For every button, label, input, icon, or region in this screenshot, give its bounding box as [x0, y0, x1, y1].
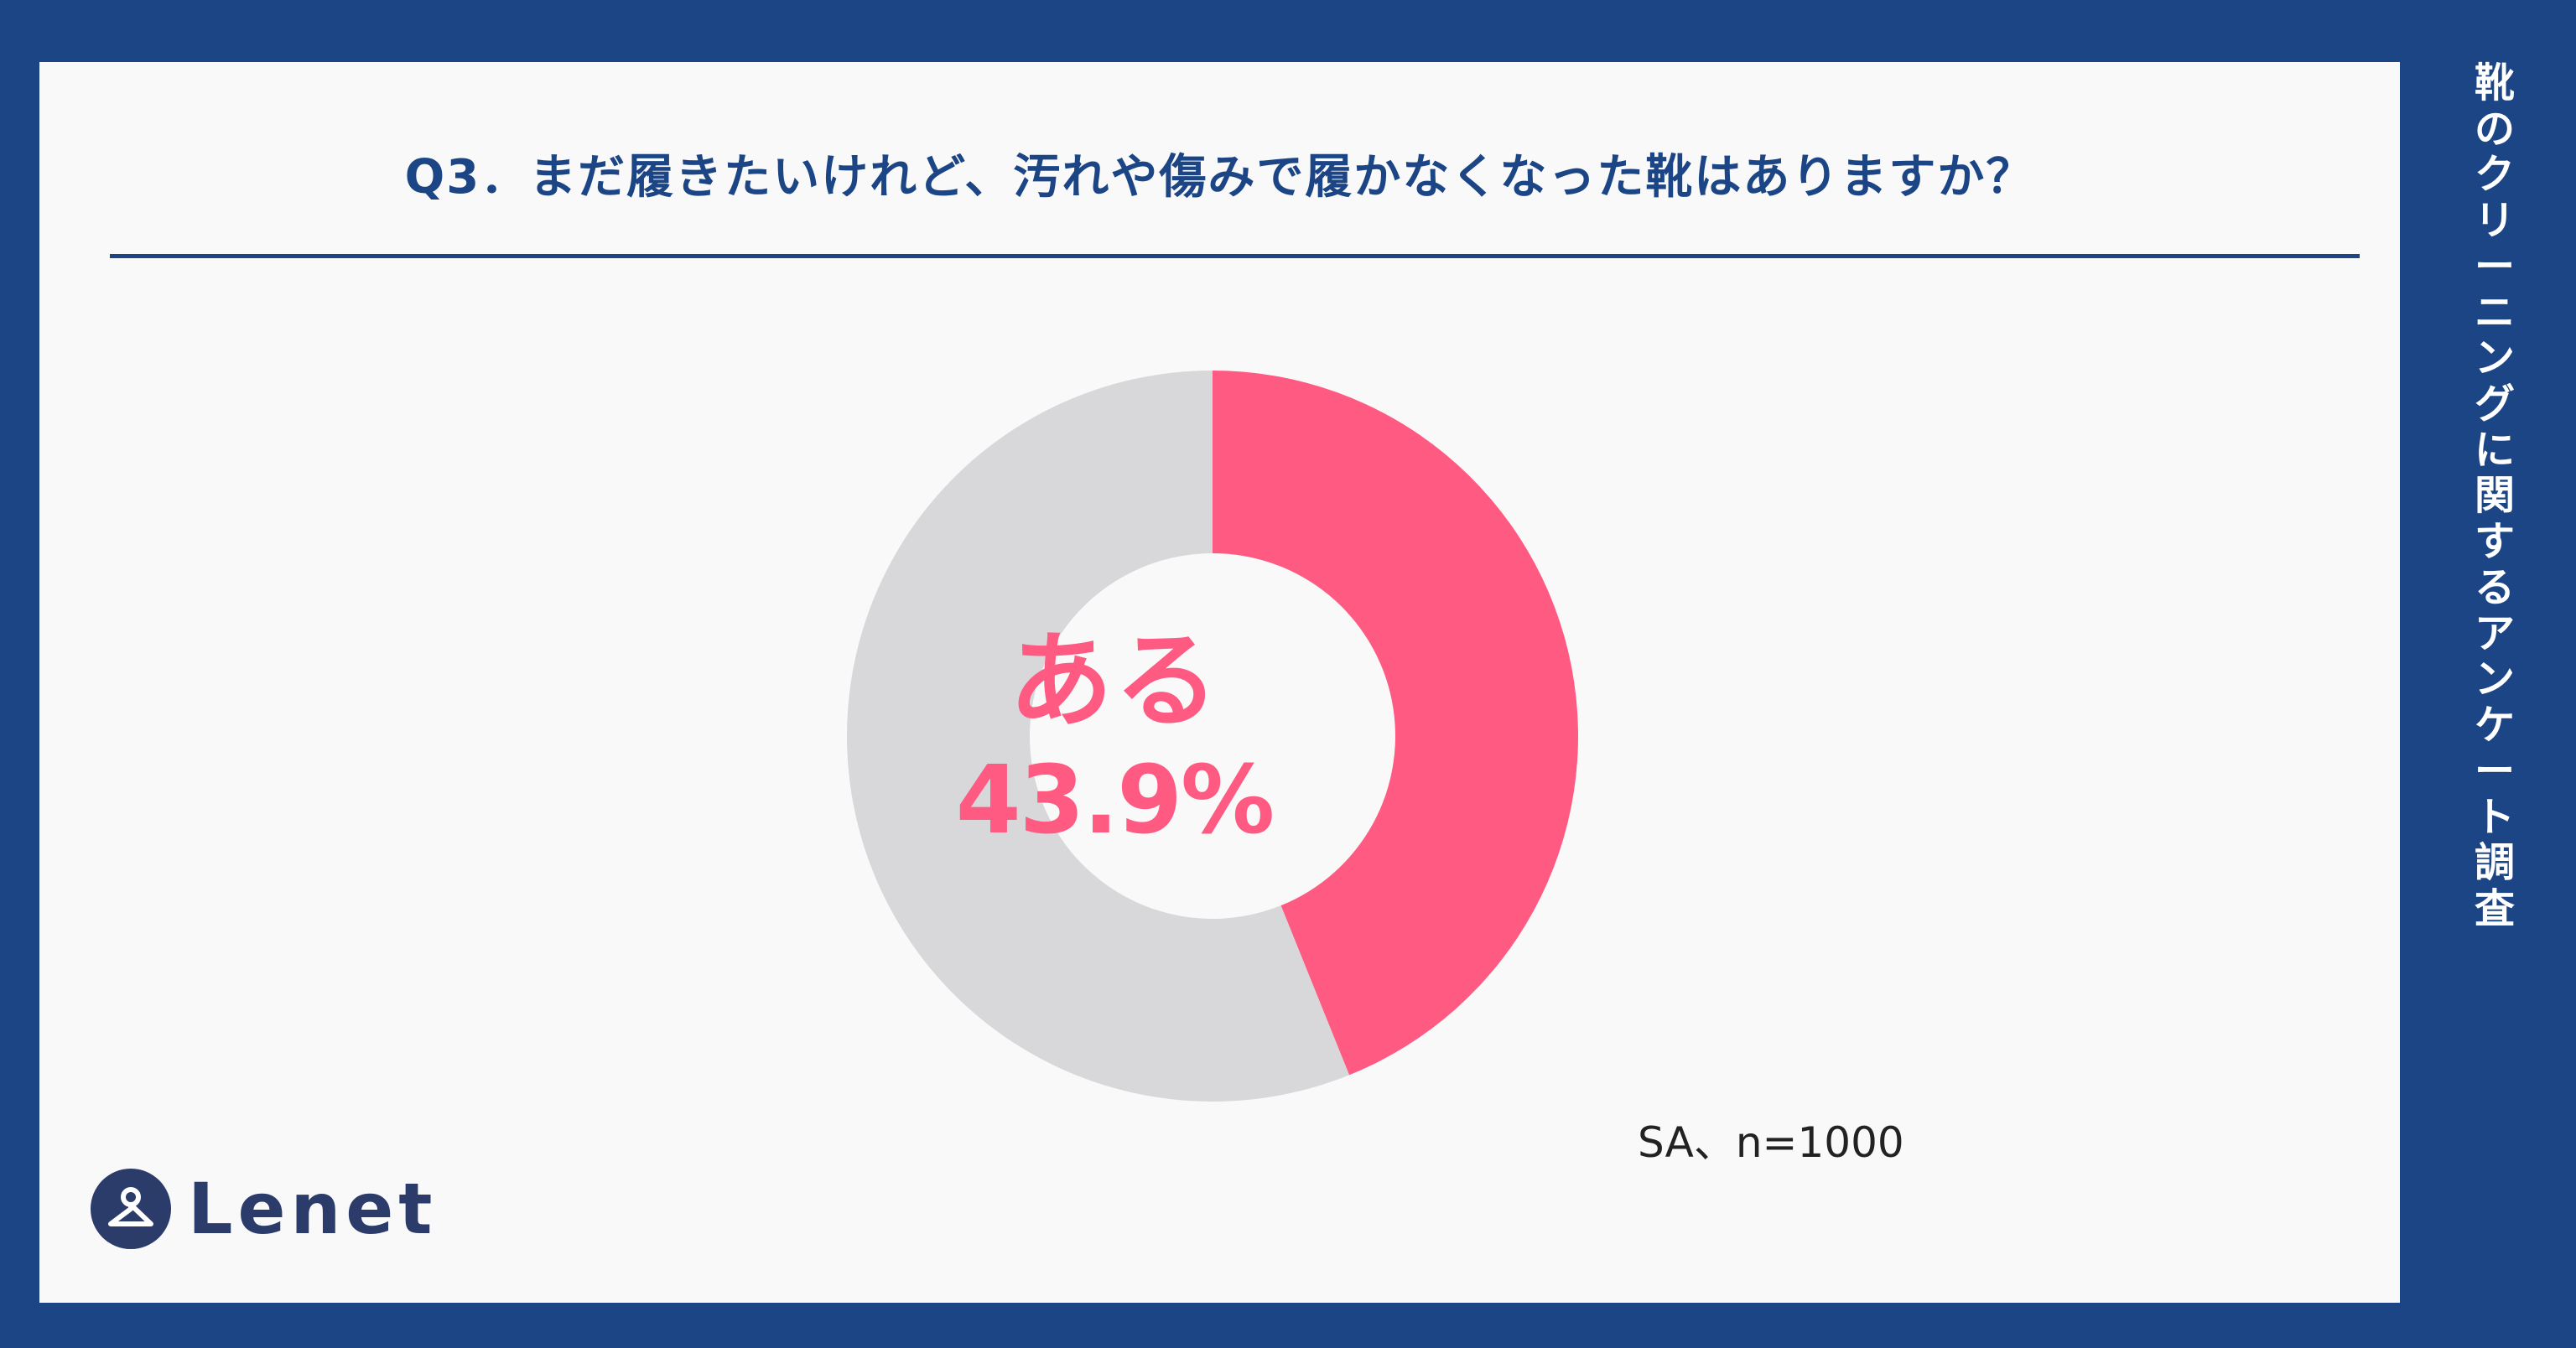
side-title-char: グ: [2474, 381, 2515, 428]
sample-note: SA、n=1000: [1638, 1118, 1904, 1167]
center-percent-label: 43.9%: [955, 746, 1275, 855]
side-title-char: ト: [2474, 793, 2515, 841]
side-title-char: ニ: [2474, 288, 2515, 336]
side-title-char: 関: [2474, 472, 2515, 520]
center-category-label: ある: [1008, 621, 1220, 742]
side-vertical-title: 靴のクリーニングに関するアンケート調査: [2465, 60, 2524, 932]
side-title-char: ン: [2474, 656, 2515, 703]
side-title-char: ケ: [2474, 702, 2515, 749]
side-title-char: ー: [2474, 747, 2515, 795]
side-title-char: に: [2474, 426, 2515, 474]
donut-center-label: ある 43.9%: [947, 630, 1282, 848]
side-title-char: 調: [2474, 839, 2515, 887]
lenet-logo: Lenet: [91, 1168, 438, 1250]
donut-slice-aru: [1213, 371, 1578, 1076]
side-title-char: ン: [2474, 334, 2515, 382]
title-divider: [110, 254, 2360, 258]
question-title: Q3．まだ履きたいけれど、汚れや傷みで履かなくなった靴はありますか？: [404, 150, 2035, 205]
donut-chart: [810, 334, 1615, 1138]
side-title-char: る: [2474, 563, 2515, 611]
side-title-char: 靴: [2474, 60, 2515, 106]
side-title-char: す: [2474, 518, 2515, 566]
logo-wordmark: Lenet: [188, 1168, 438, 1250]
donut-chart-svg: [846, 371, 1578, 1102]
side-title-char: リ: [2474, 197, 2515, 245]
side-title-char: ク: [2474, 151, 2515, 199]
side-title-char: ー: [2474, 242, 2515, 290]
donut-slice-remainder: [846, 371, 1350, 1102]
side-title-char: 査: [2474, 884, 2515, 932]
side-title-char: の: [2474, 105, 2515, 153]
side-title-char: ア: [2474, 609, 2515, 657]
hanger-person-icon: [91, 1169, 171, 1249]
